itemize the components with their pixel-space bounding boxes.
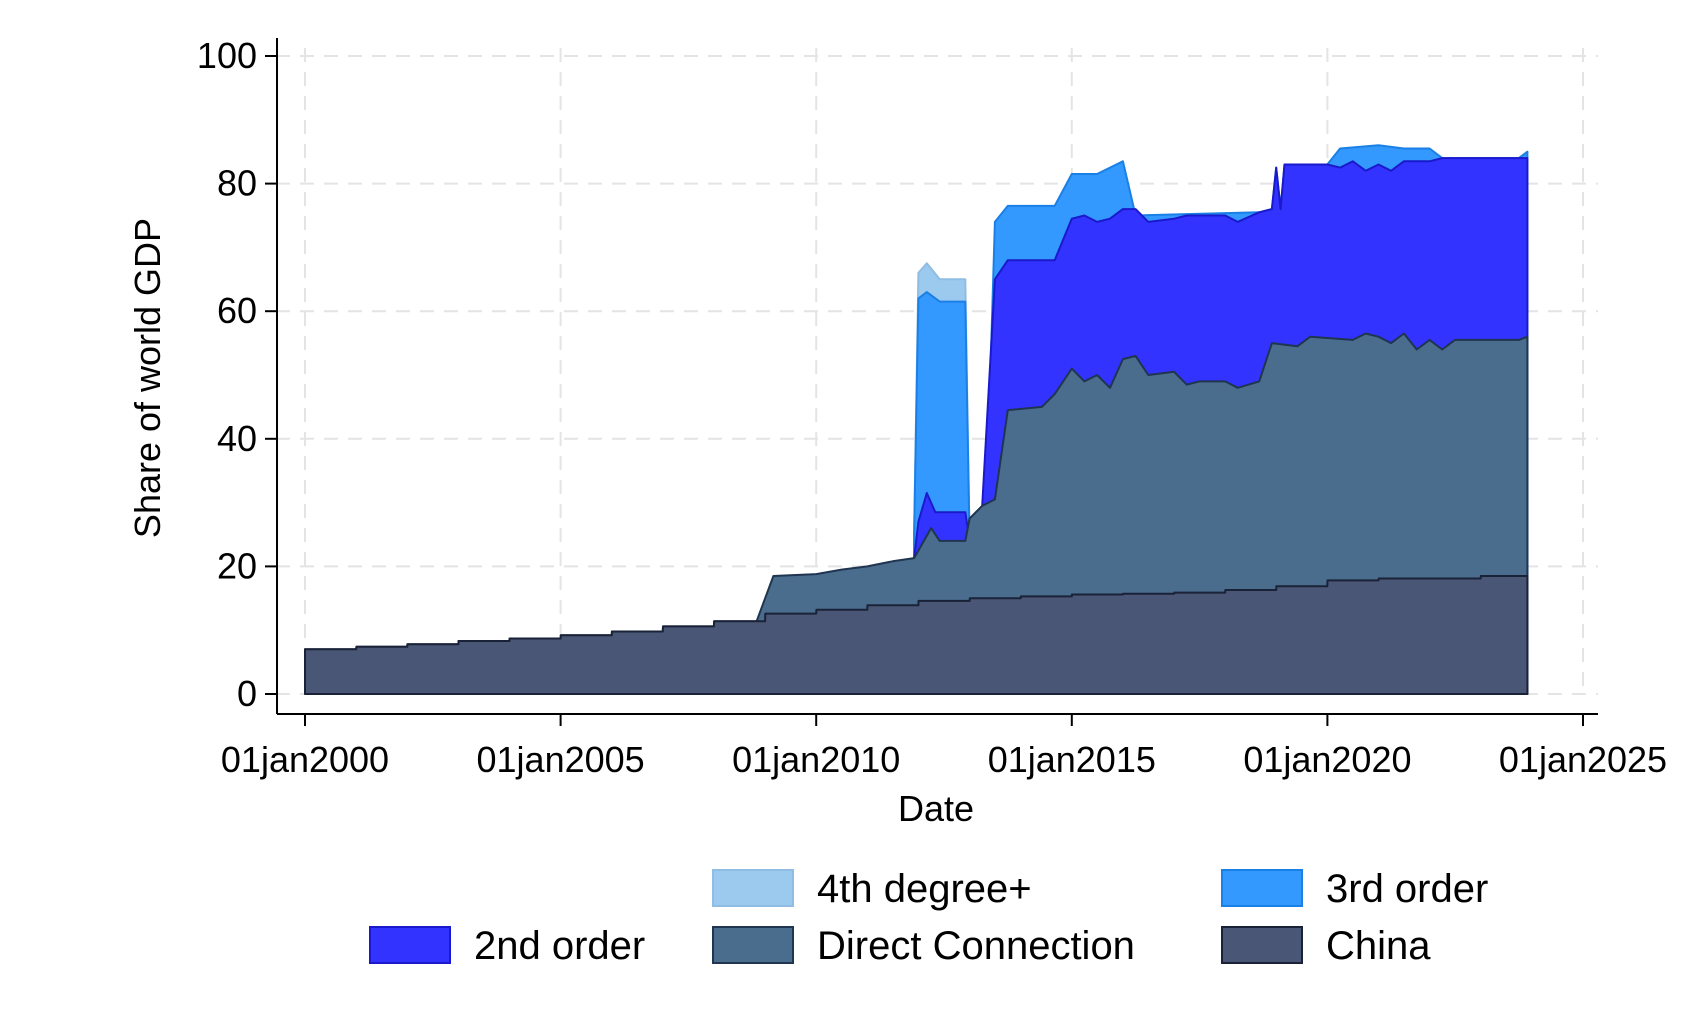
legend-swatch-china xyxy=(1221,926,1303,964)
x-tick-label: 01jan2010 xyxy=(732,739,900,780)
y-tick-label: 20 xyxy=(217,545,257,586)
y-tick-label: 80 xyxy=(217,163,257,204)
legend: 4th degree+ 3rd order 2nd order Direct Conn… xyxy=(369,867,1488,968)
x-tick-label: 01jan2020 xyxy=(1243,739,1411,780)
x-ticks: 01jan2000 01jan2005 01jan2010 01jan2015 01ja… xyxy=(221,714,1667,780)
legend-label-direct: Direct Connection xyxy=(817,924,1135,968)
legend-swatch-direct xyxy=(712,926,794,964)
legend-swatch-second xyxy=(369,926,451,964)
y-tick-label: 0 xyxy=(237,673,257,714)
legend-label-second: 2nd order xyxy=(474,924,645,968)
legend-swatch-third xyxy=(1221,869,1303,907)
axes xyxy=(276,38,1598,715)
y-ticks: 0 20 40 60 80 100 xyxy=(197,35,277,714)
x-axis-title: Date xyxy=(898,788,974,829)
legend-label-third: 3rd order xyxy=(1326,867,1488,911)
x-tick-label: 01jan2015 xyxy=(988,739,1156,780)
x-tick-label: 01jan2005 xyxy=(477,739,645,780)
x-tick-label: 01jan2000 xyxy=(221,739,389,780)
y-tick-label: 100 xyxy=(197,35,257,76)
legend-swatch-fourth xyxy=(712,869,794,907)
area-series-china xyxy=(304,575,1529,695)
y-tick-label: 40 xyxy=(217,418,257,459)
legend-label-china: China xyxy=(1326,924,1431,968)
y-axis-title: Share of world GDP xyxy=(127,218,168,538)
legend-label-fourth: 4th degree+ xyxy=(817,867,1032,911)
x-tick-label: 01jan2025 xyxy=(1499,739,1667,780)
y-tick-label: 60 xyxy=(217,290,257,331)
plot-areas xyxy=(304,144,1529,695)
